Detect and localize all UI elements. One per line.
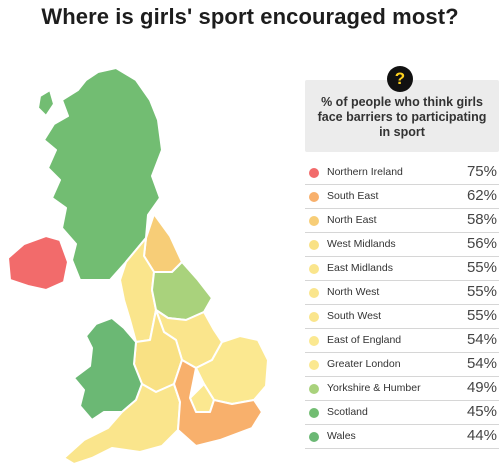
legend-region-value: 45% bbox=[466, 403, 497, 420]
legend-row: Wales 44% bbox=[305, 426, 499, 449]
legend-header: % of people who think girls face barrier… bbox=[305, 80, 499, 152]
legend-row: North West 55% bbox=[305, 282, 499, 305]
legend-region-value: 62% bbox=[466, 187, 497, 204]
legend-color-dot bbox=[309, 192, 319, 202]
map-region-south-east[interactable] bbox=[173, 359, 263, 447]
legend-region-name: Greater London bbox=[327, 358, 401, 370]
uk-region-map bbox=[7, 67, 269, 465]
legend-color-dot bbox=[309, 360, 319, 370]
legend-region-value: 55% bbox=[466, 307, 497, 324]
legend-row: Scotland 45% bbox=[305, 402, 499, 425]
map-region-wales[interactable] bbox=[73, 317, 143, 421]
legend-color-dot bbox=[309, 216, 319, 226]
legend-region-value: 56% bbox=[466, 235, 497, 252]
legend-color-dot bbox=[309, 264, 319, 274]
legend-region-value: 55% bbox=[466, 283, 497, 300]
legend-region-name: Northern Ireland bbox=[327, 166, 403, 178]
legend-row: Greater London 54% bbox=[305, 354, 499, 377]
legend-region-name: Wales bbox=[327, 430, 356, 442]
legend-region-value: 55% bbox=[466, 259, 497, 276]
question-mark-icon: ? bbox=[387, 66, 413, 92]
page-title: Where is girls' sport encouraged most? bbox=[41, 4, 459, 29]
legend-row: East of England 54% bbox=[305, 330, 499, 353]
map-region-northern-ireland[interactable] bbox=[7, 235, 69, 291]
legend-row: North East 58% bbox=[305, 210, 499, 233]
legend-region-value: 49% bbox=[466, 379, 497, 396]
map-region-scotland[interactable] bbox=[43, 67, 163, 281]
legend-row: Northern Ireland 75% bbox=[305, 162, 499, 185]
legend-region-name: North East bbox=[327, 214, 377, 226]
legend-region-value: 44% bbox=[466, 427, 497, 444]
legend-row: South West 55% bbox=[305, 306, 499, 329]
legend-color-dot bbox=[309, 432, 319, 442]
region-legend: Northern Ireland 75% South East 62% North Ea… bbox=[305, 162, 499, 450]
legend-color-dot bbox=[309, 168, 319, 178]
legend-region-name: East of England bbox=[327, 334, 402, 346]
legend-region-name: South East bbox=[327, 190, 379, 202]
legend-color-dot bbox=[309, 336, 319, 346]
legend-row: Yorkshire & Humber 49% bbox=[305, 378, 499, 401]
legend-row: West Midlands 56% bbox=[305, 234, 499, 257]
legend-region-name: South West bbox=[327, 310, 382, 322]
legend-region-name: Scotland bbox=[327, 406, 368, 418]
legend-row: South East 62% bbox=[305, 186, 499, 209]
legend-region-value: 58% bbox=[466, 211, 497, 228]
legend-row: East Midlands 55% bbox=[305, 258, 499, 281]
legend-region-name: West Midlands bbox=[327, 238, 396, 250]
legend-color-dot bbox=[309, 312, 319, 322]
legend-region-value: 75% bbox=[466, 163, 497, 180]
legend-color-dot bbox=[309, 408, 319, 418]
legend-color-dot bbox=[309, 288, 319, 298]
legend-region-name: Yorkshire & Humber bbox=[327, 382, 421, 394]
legend-region-name: North West bbox=[327, 286, 380, 298]
legend-region-value: 54% bbox=[466, 355, 497, 372]
legend-region-name: East Midlands bbox=[327, 262, 393, 274]
legend-color-dot bbox=[309, 384, 319, 394]
legend-region-value: 54% bbox=[466, 331, 497, 348]
map-region-scotland-islands bbox=[37, 89, 55, 117]
legend-color-dot bbox=[309, 240, 319, 250]
